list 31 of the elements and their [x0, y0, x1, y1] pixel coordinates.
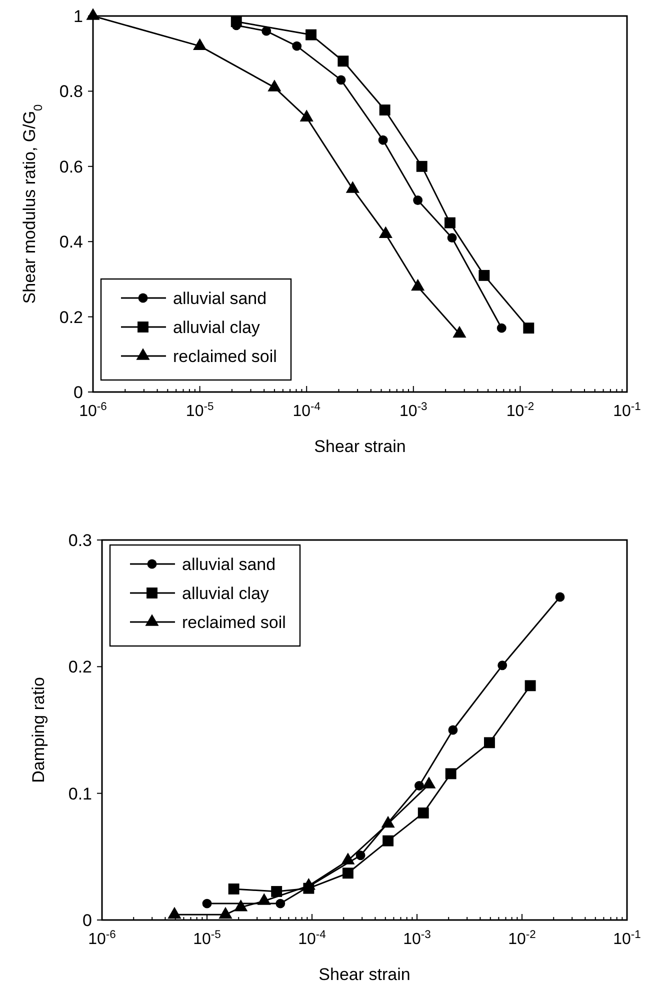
legend-label: reclaimed soil	[173, 347, 277, 366]
x-tick-label: 10$^{-3}$	[400, 401, 428, 420]
y-tick-label: 0.6	[59, 157, 83, 176]
x-tick-label: 10$^{-1}$	[613, 401, 641, 420]
legend-label: alluvial sand	[182, 555, 276, 574]
x-tick-label: 10$^{-6}$	[88, 929, 116, 948]
x-tick-label: 10$^{-1}$	[613, 929, 641, 948]
legend-label: alluvial clay	[182, 584, 270, 603]
x-tick-label: 10$^{-4}$	[298, 929, 326, 948]
y-tick-label: 0.4	[59, 232, 83, 252]
y-axis-title: Damping ratio	[29, 677, 48, 783]
x-tick-label: 10$^{-2}$	[508, 929, 536, 948]
x-axis-title: Shear strain	[314, 437, 406, 456]
legend-label: reclaimed soil	[182, 613, 286, 632]
x-tick-label: 10$^{-2}$	[506, 401, 534, 420]
x-tick-label: 10$^{-5}$	[186, 401, 214, 420]
legend-label: alluvial sand	[173, 289, 267, 308]
x-tick-label: 10$^{-5}$	[193, 929, 221, 948]
y-tick-label: 0.2	[68, 658, 92, 677]
y-tick-label: 0.2	[59, 308, 83, 327]
x-tick-label: 10$^{-4}$	[292, 401, 320, 420]
y-tick-label: 0.3	[68, 531, 92, 550]
y-tick-label: 0.1	[68, 784, 92, 804]
x-tick-label: 10$^{-3}$	[403, 929, 431, 948]
legend-label: alluvial clay	[173, 318, 260, 337]
y-tick-label: 0	[82, 911, 92, 930]
x-tick-label: 10$^{-6}$	[79, 401, 107, 420]
y-tick-label: 1	[74, 7, 83, 26]
y-tick-label: 0	[74, 383, 83, 402]
x-axis-title: Shear strain	[318, 965, 410, 984]
y-tick-label: 0.8	[59, 82, 83, 102]
